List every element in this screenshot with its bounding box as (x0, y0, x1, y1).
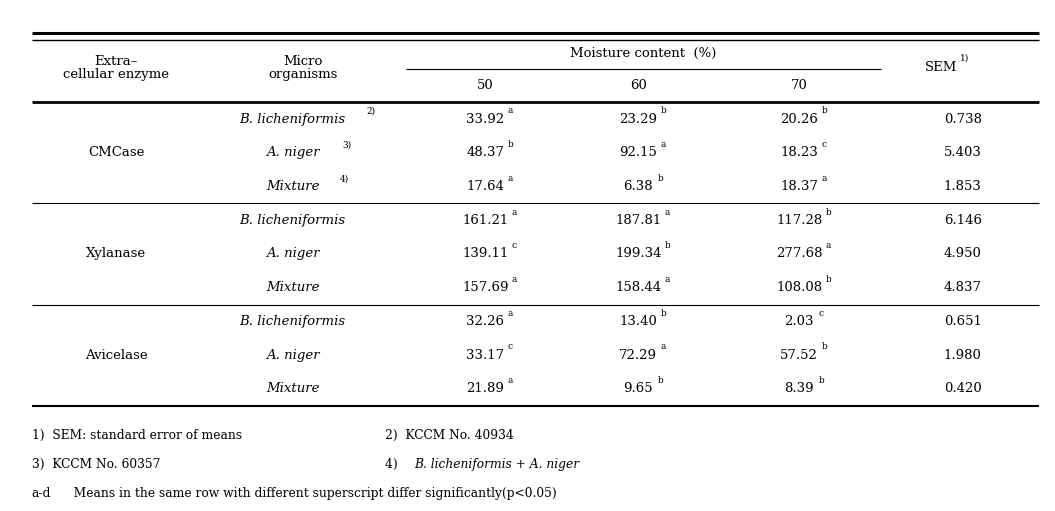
Text: 117.28: 117.28 (776, 214, 822, 227)
Text: B. licheniformis: B. licheniformis (239, 315, 346, 328)
Text: 1): 1) (960, 54, 968, 63)
Text: A. niger: A. niger (266, 247, 320, 261)
Text: a-d: a-d (32, 487, 51, 500)
Text: b: b (665, 241, 670, 250)
Text: 9.65: 9.65 (624, 382, 653, 396)
Text: 1.980: 1.980 (944, 349, 981, 362)
Text: Mixture: Mixture (266, 180, 320, 193)
Text: 20.26: 20.26 (781, 112, 818, 126)
Text: b: b (657, 174, 664, 183)
Text: Avicelase: Avicelase (84, 349, 148, 362)
Text: 60: 60 (630, 79, 647, 92)
Text: Moisture content  (%): Moisture content (%) (571, 48, 716, 60)
Text: 1)  SEM: standard error of means: 1) SEM: standard error of means (32, 429, 242, 442)
Text: 2): 2) (366, 107, 376, 116)
Text: 1.853: 1.853 (944, 180, 981, 193)
Text: b: b (825, 207, 831, 217)
Text: 70: 70 (791, 79, 807, 92)
Text: b: b (822, 106, 827, 115)
Text: b: b (657, 376, 664, 385)
Text: organisms: organisms (269, 67, 338, 81)
Text: 18.23: 18.23 (781, 146, 818, 159)
Text: A. niger: A. niger (266, 146, 320, 159)
Text: 4.837: 4.837 (943, 281, 982, 294)
Text: 4): 4) (385, 458, 405, 471)
Text: 161.21: 161.21 (462, 214, 509, 227)
Text: 21.89: 21.89 (466, 382, 504, 396)
Text: 139.11: 139.11 (462, 247, 509, 261)
Text: a: a (509, 309, 514, 318)
Text: 0.420: 0.420 (944, 382, 981, 396)
Text: b: b (825, 275, 831, 284)
Text: b: b (660, 106, 667, 115)
Text: 50: 50 (477, 79, 494, 92)
Text: c: c (509, 342, 513, 352)
Text: a: a (509, 174, 514, 183)
Text: a: a (509, 376, 514, 385)
Text: a: a (825, 241, 830, 250)
Text: B. licheniformis + A. niger: B. licheniformis + A. niger (415, 458, 580, 471)
Text: 72.29: 72.29 (619, 349, 657, 362)
Text: cellular enzyme: cellular enzyme (63, 67, 169, 81)
Text: B. licheniformis: B. licheniformis (239, 214, 346, 227)
Text: 13.40: 13.40 (619, 315, 657, 328)
Text: b: b (660, 309, 667, 318)
Text: 6.146: 6.146 (943, 214, 982, 227)
Text: 48.37: 48.37 (466, 146, 504, 159)
Text: a: a (665, 207, 670, 217)
Text: 2.03: 2.03 (785, 315, 813, 328)
Text: A. niger: A. niger (266, 349, 320, 362)
Text: 4.950: 4.950 (944, 247, 981, 261)
Text: a: a (822, 174, 827, 183)
Text: B. licheniformis: B. licheniformis (239, 112, 346, 126)
Text: 0.738: 0.738 (943, 112, 982, 126)
Text: 92.15: 92.15 (619, 146, 657, 159)
Text: b: b (509, 140, 514, 149)
Text: 157.69: 157.69 (462, 281, 509, 294)
Text: 158.44: 158.44 (615, 281, 661, 294)
Text: a: a (660, 342, 667, 352)
Text: a: a (512, 207, 517, 217)
Text: Mixture: Mixture (266, 281, 320, 294)
Text: 3): 3) (343, 141, 352, 150)
Text: 23.29: 23.29 (619, 112, 657, 126)
Text: 57.52: 57.52 (781, 349, 818, 362)
Text: 6.38: 6.38 (624, 180, 653, 193)
Text: b: b (819, 376, 824, 385)
Text: Extra–: Extra– (94, 55, 138, 67)
Text: Xylanase: Xylanase (87, 247, 146, 261)
Text: Mixture: Mixture (266, 382, 320, 396)
Text: 4): 4) (340, 174, 349, 183)
Text: 17.64: 17.64 (466, 180, 504, 193)
Text: 277.68: 277.68 (775, 247, 823, 261)
Text: 0.651: 0.651 (944, 315, 981, 328)
Text: c: c (512, 241, 517, 250)
Text: 199.34: 199.34 (615, 247, 661, 261)
Text: 108.08: 108.08 (776, 281, 822, 294)
Text: 33.92: 33.92 (466, 112, 504, 126)
Text: a: a (509, 106, 514, 115)
Text: 33.17: 33.17 (466, 349, 504, 362)
Text: CMCase: CMCase (88, 146, 145, 159)
Text: a: a (665, 275, 670, 284)
Text: 5.403: 5.403 (944, 146, 981, 159)
Text: SEM: SEM (925, 61, 958, 74)
Text: b: b (822, 342, 827, 352)
Text: 187.81: 187.81 (615, 214, 661, 227)
Text: 18.37: 18.37 (780, 180, 819, 193)
Text: Means in the same row with different superscript differ significantly(p<0.05): Means in the same row with different sup… (66, 487, 557, 500)
Text: c: c (822, 140, 827, 149)
Text: a: a (512, 275, 517, 284)
Text: Micro: Micro (284, 55, 323, 67)
Text: 8.39: 8.39 (784, 382, 814, 396)
Text: c: c (819, 309, 824, 318)
Text: 3)  KCCM No. 60357: 3) KCCM No. 60357 (32, 458, 160, 471)
Text: 32.26: 32.26 (466, 315, 504, 328)
Text: 2)  KCCM No. 40934: 2) KCCM No. 40934 (385, 429, 514, 442)
Text: a: a (660, 140, 667, 149)
